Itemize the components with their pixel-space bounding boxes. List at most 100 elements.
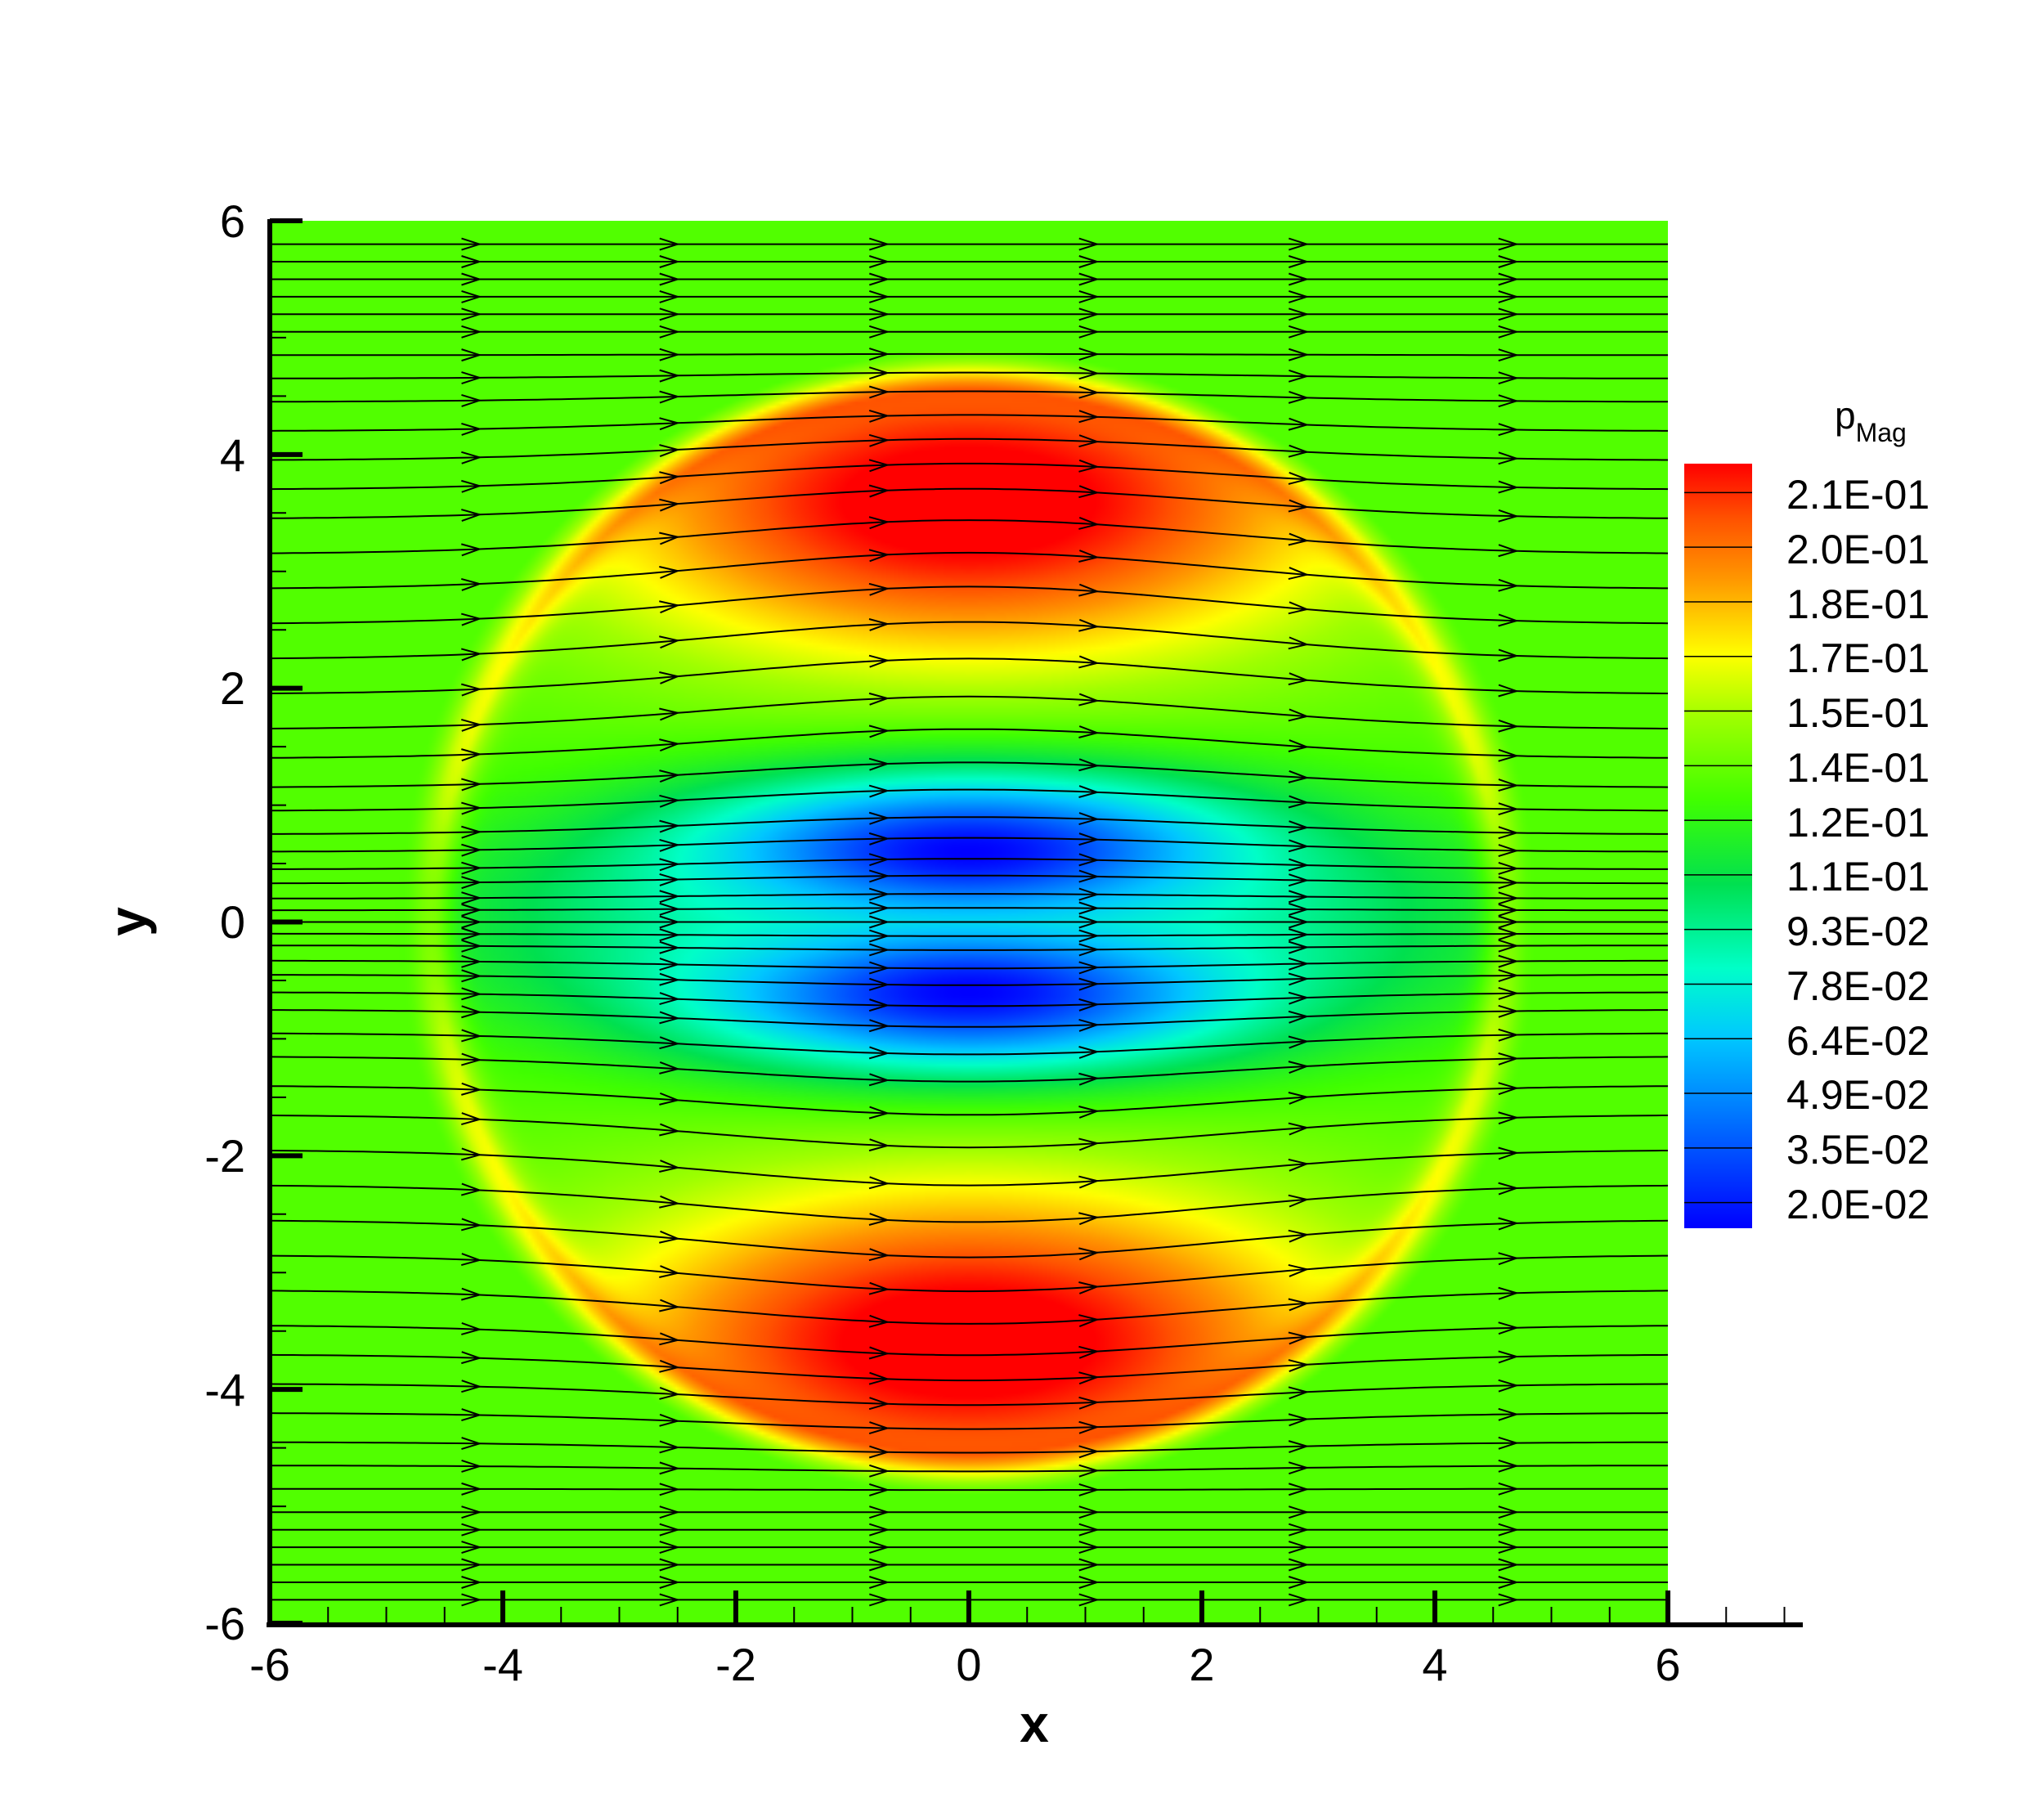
streamline-arrow [659, 471, 681, 485]
streamline-arrow [868, 998, 890, 1012]
streamline [270, 944, 1668, 951]
streamline-arrow [659, 838, 681, 852]
streamline-arrow [1078, 1018, 1100, 1032]
streamline-arrow [461, 939, 482, 953]
streamline-arrow [1498, 1558, 1520, 1572]
streamline-arrow [1078, 785, 1100, 798]
streamline-arrow [1078, 1464, 1100, 1478]
streamline-arrow [868, 409, 890, 423]
streamline-arrow [1288, 1331, 1310, 1345]
streamline-arrow [1288, 1558, 1310, 1572]
streamline-arrow [868, 725, 890, 738]
streamline-arrow [868, 901, 890, 915]
streamline-arrow [460, 648, 482, 662]
streamline-arrow [1498, 1082, 1520, 1096]
streamline-arrow [1288, 532, 1310, 546]
streamline-arrow [659, 1523, 681, 1537]
streamline-arrow [659, 890, 681, 904]
streamline-arrow [1498, 578, 1520, 592]
streamline-arrow [1288, 1035, 1310, 1049]
streamline-arrow [868, 366, 890, 380]
streamline [270, 858, 1668, 870]
streamline-arrow [1288, 444, 1310, 458]
streamline-arrow [1498, 394, 1520, 408]
streamline [270, 1487, 1668, 1492]
streamline-arrow [1078, 1420, 1100, 1434]
streamline-arrow [461, 1593, 482, 1607]
streamline-arrow [1288, 873, 1310, 887]
streamline-arrow [461, 987, 482, 1001]
streamline-arrow [1288, 1298, 1310, 1312]
streamline-arrow [1078, 887, 1100, 901]
streamline-arrow [868, 915, 890, 929]
streamline-arrow [1498, 1111, 1520, 1125]
streamline-arrow [1288, 957, 1310, 971]
x-tick-label: -2 [715, 1639, 756, 1690]
streamline [270, 1353, 1668, 1382]
streamline-arrow [1498, 1004, 1520, 1018]
streamline [270, 1412, 1668, 1430]
streamline-arrow [461, 748, 482, 762]
streamline-arrow [659, 707, 681, 721]
streamline-arrow [659, 1461, 681, 1475]
streamline-arrow [659, 1440, 681, 1454]
streamline-arrow [1288, 417, 1310, 431]
streamline-arrow [461, 876, 482, 890]
streamline-arrow [868, 1523, 890, 1537]
streamline-arrow [659, 532, 681, 545]
streamline-arrow [1288, 1505, 1310, 1519]
streamline-arrow [1498, 1052, 1520, 1066]
streamline-arrow [461, 1576, 482, 1589]
streamline-arrow [659, 1387, 681, 1400]
streamline-arrow [1078, 1541, 1100, 1555]
streamline-arrow [659, 1541, 681, 1555]
streamline-arrow [1078, 1345, 1100, 1359]
streamline-arrow [461, 394, 482, 407]
streamline-arrow [1498, 826, 1520, 840]
streamline-arrow [868, 1371, 890, 1385]
streamline-arrow [1288, 839, 1310, 853]
streamline-arrow [868, 1046, 890, 1060]
streamline-arrow [659, 794, 681, 808]
x-tick-label: 2 [1189, 1639, 1214, 1690]
streamline-arrow [659, 325, 681, 339]
streamline-arrow [1078, 943, 1100, 957]
streamline [270, 585, 1668, 625]
streamline-arrow [1078, 517, 1100, 530]
streamline-arrow [1498, 272, 1520, 286]
colorbar-level-label: 1.5E-01 [1786, 690, 1930, 736]
streamline-arrow [659, 1092, 681, 1106]
streamline-arrow [1498, 1407, 1520, 1421]
streamline-arrow [659, 289, 681, 303]
streamline-arrow [1288, 739, 1310, 752]
streamline-arrow [1498, 1505, 1520, 1519]
streamline [270, 1325, 1668, 1357]
streamline-arrow [1498, 876, 1520, 890]
streamline-arrow [868, 307, 890, 321]
streamline-arrow [659, 1299, 681, 1312]
streamline-arrow [1288, 858, 1310, 872]
streamline-arrow [1078, 348, 1100, 361]
streamline-arrow [868, 654, 890, 668]
y-tick-label: 6 [220, 195, 245, 247]
streamline-arrow [1288, 928, 1310, 941]
streamline-arrow [1288, 1263, 1310, 1277]
y-tick-label: 2 [220, 662, 245, 714]
streamline-arrow [1078, 1072, 1100, 1086]
streamline-arrow [461, 1505, 482, 1519]
streamline-arrow [1498, 1576, 1520, 1589]
streamline-arrow [1498, 480, 1520, 494]
streamline-arrow [659, 635, 681, 649]
streamline-arrow [1078, 1212, 1100, 1226]
streamline-arrow [1078, 385, 1100, 399]
streamline-arrow [868, 516, 890, 530]
streamline [270, 1290, 1668, 1325]
streamline-arrow [1498, 371, 1520, 385]
colorbar-level-label: 2.0E-01 [1786, 527, 1930, 572]
streamline [270, 437, 1668, 461]
streamline-arrow [1078, 1396, 1100, 1410]
streamline-arrow [460, 1182, 482, 1196]
streamline-arrow [659, 1061, 681, 1074]
streamline-arrow [868, 1464, 890, 1478]
